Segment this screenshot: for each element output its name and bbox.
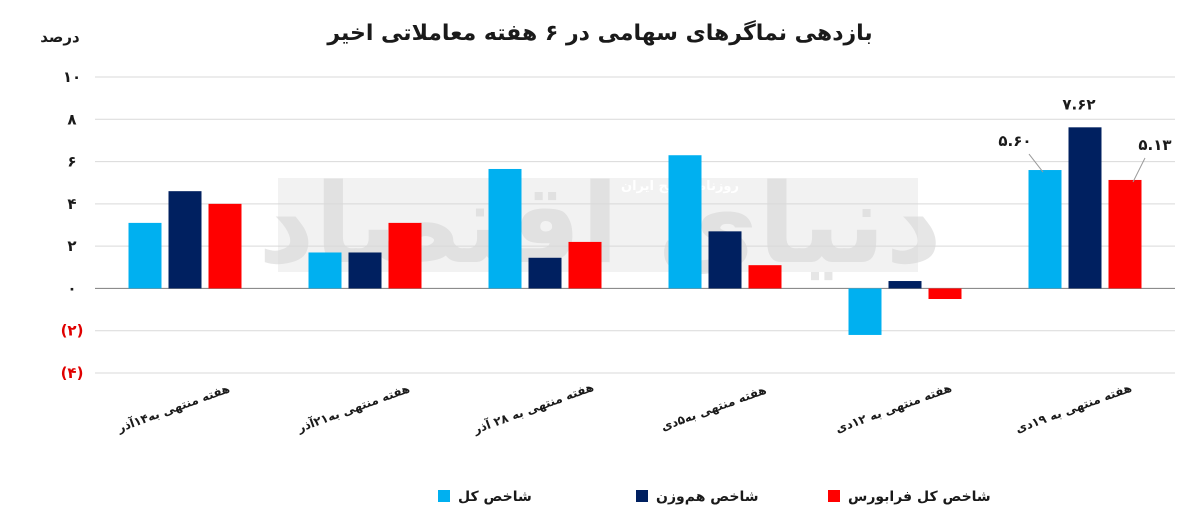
x-tick-label: هفته منتهی به ۱۹دی — [1014, 381, 1134, 436]
gridlines — [95, 76, 1175, 374]
x-tick-label: هفته منتهی به۲۱آذر — [294, 380, 411, 435]
x-axis-labels: هفته منتهی به۱۴آذر هفته منتهی به۲۱آذر هفته… — [114, 379, 1133, 437]
y-axis-unit: درصد — [40, 28, 80, 46]
bar — [388, 222, 422, 289]
x-tick-label: هفته منتهی به۱۴آذر — [114, 380, 231, 435]
legend-label: شاخص کل — [458, 489, 532, 505]
y-tick-label: ۸ — [67, 110, 76, 128]
bar — [168, 191, 202, 289]
y-tick-label: ۴ — [67, 195, 76, 213]
bar — [668, 155, 702, 289]
y-tick-label: (۴) — [61, 364, 84, 382]
bar — [1028, 170, 1062, 289]
x-tick-label: هفته منتهی به ۲۸ آذر — [470, 379, 595, 437]
legend-swatch — [636, 490, 648, 502]
bar — [1068, 127, 1102, 289]
y-tick-label: (۲) — [61, 322, 84, 340]
x-tick-label: هفته منتهی به ۱۲دی — [834, 381, 954, 436]
bar — [208, 203, 242, 289]
bar — [888, 281, 922, 289]
y-tick-label: ۰ — [67, 279, 76, 297]
data-label: ۷.۶۲ — [1062, 95, 1095, 113]
legend: شاخص کل شاخص هم‌وزن شاخص کل فرابورس — [438, 489, 991, 505]
bar — [748, 265, 782, 289]
bar — [308, 252, 342, 289]
data-label: ۵.۱۳ — [1138, 136, 1171, 154]
data-label: ۵.۶۰ — [998, 132, 1031, 150]
bars — [128, 127, 1142, 335]
data-label-leader — [1132, 157, 1146, 183]
bar — [128, 222, 162, 289]
y-tick-label: ۲ — [67, 237, 76, 255]
bar — [568, 241, 602, 289]
bar — [488, 168, 522, 289]
bar — [848, 288, 882, 335]
bar — [928, 288, 962, 299]
y-tick-label: ۱۰ — [63, 68, 81, 86]
legend-swatch — [828, 490, 840, 502]
bar — [1108, 179, 1142, 289]
chart-title: بازدهی نماگرهای سهامی در ۶ هفته معاملاتی… — [326, 19, 872, 46]
bar — [528, 257, 562, 289]
bar — [348, 252, 382, 289]
legend-label: شاخص کل فرابورس — [848, 489, 991, 505]
x-tick-label: هفته منتهی به۵دی — [659, 383, 768, 434]
legend-label: شاخص هم‌وزن — [656, 489, 758, 505]
data-labels: ۵.۶۰ ۷.۶۲ ۵.۱۳ — [998, 95, 1172, 183]
legend-swatch — [438, 490, 450, 502]
bar — [708, 231, 742, 289]
y-axis: ۱۰ ۸ ۶ ۴ ۲ ۰ (۲) (۴) — [61, 68, 84, 382]
data-label-leader — [1028, 153, 1044, 173]
y-tick-label: ۶ — [67, 153, 76, 171]
